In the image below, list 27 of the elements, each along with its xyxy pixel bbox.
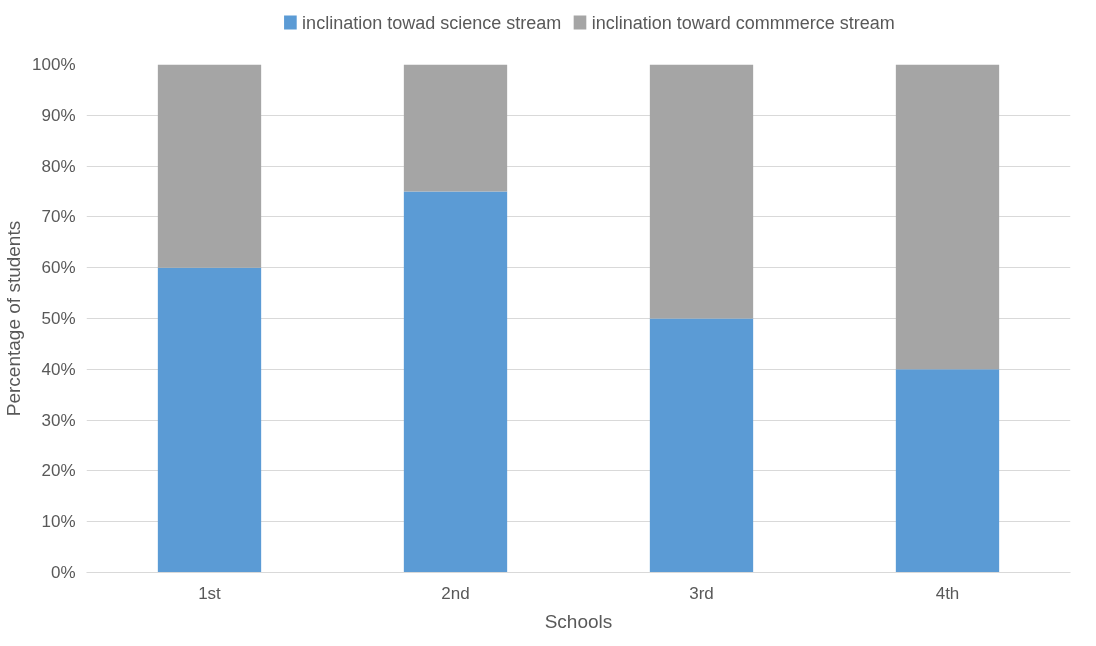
bar bbox=[403, 64, 508, 192]
y-tick-label: 30% bbox=[41, 410, 76, 430]
y-tick-label: 10% bbox=[41, 512, 76, 532]
x-axis-title: Schools bbox=[544, 610, 613, 632]
bar bbox=[403, 191, 508, 573]
legend-label: inclination toward commmerce stream bbox=[591, 12, 895, 33]
y-tick-label: 100% bbox=[32, 55, 76, 74]
y-tick-label: 60% bbox=[41, 258, 76, 278]
y-tick-label: 0% bbox=[50, 563, 76, 582]
y-tick-label: 80% bbox=[41, 156, 76, 176]
y-tick-label: 70% bbox=[41, 207, 76, 227]
bar bbox=[649, 318, 754, 573]
bar bbox=[649, 64, 754, 319]
y-tick-label: 50% bbox=[41, 309, 76, 328]
y-tick-label: 40% bbox=[41, 359, 76, 379]
bar bbox=[895, 369, 1000, 573]
bar bbox=[157, 64, 262, 268]
y-tick-label: 90% bbox=[41, 105, 76, 125]
x-tick-label: 4th bbox=[935, 583, 960, 603]
bar bbox=[157, 267, 262, 573]
legend-label: inclination towad science stream bbox=[302, 12, 562, 33]
y-axis-title: Percentage of students bbox=[3, 220, 25, 417]
x-tick-label: 1st bbox=[198, 583, 222, 603]
x-tick-label: 2nd bbox=[441, 583, 470, 603]
bar bbox=[895, 64, 1000, 370]
y-tick-label: 20% bbox=[41, 461, 76, 481]
x-tick-label: 3rd bbox=[689, 583, 714, 603]
